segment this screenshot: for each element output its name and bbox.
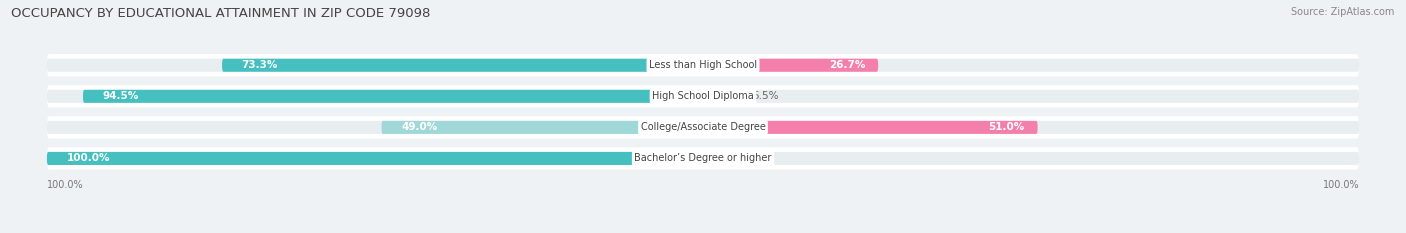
FancyBboxPatch shape xyxy=(46,147,1360,170)
FancyBboxPatch shape xyxy=(46,59,700,72)
FancyBboxPatch shape xyxy=(706,121,1038,134)
FancyBboxPatch shape xyxy=(706,152,1360,165)
FancyBboxPatch shape xyxy=(46,54,1360,76)
FancyBboxPatch shape xyxy=(222,59,700,72)
FancyBboxPatch shape xyxy=(381,121,700,134)
FancyBboxPatch shape xyxy=(46,152,700,165)
FancyBboxPatch shape xyxy=(706,59,879,72)
FancyBboxPatch shape xyxy=(83,90,700,103)
Text: Less than High School: Less than High School xyxy=(650,60,756,70)
Text: College/Associate Degree: College/Associate Degree xyxy=(641,122,765,132)
Text: 5.5%: 5.5% xyxy=(752,91,779,101)
Text: 51.0%: 51.0% xyxy=(988,122,1025,132)
FancyBboxPatch shape xyxy=(46,121,700,134)
Text: 94.5%: 94.5% xyxy=(103,91,139,101)
FancyBboxPatch shape xyxy=(706,121,1360,134)
FancyBboxPatch shape xyxy=(706,59,1360,72)
FancyBboxPatch shape xyxy=(706,90,740,103)
Text: OCCUPANCY BY EDUCATIONAL ATTAINMENT IN ZIP CODE 79098: OCCUPANCY BY EDUCATIONAL ATTAINMENT IN Z… xyxy=(11,7,430,20)
FancyBboxPatch shape xyxy=(46,116,1360,139)
FancyBboxPatch shape xyxy=(46,85,1360,107)
Text: 73.3%: 73.3% xyxy=(242,60,278,70)
Text: 100.0%: 100.0% xyxy=(66,154,110,163)
Text: 49.0%: 49.0% xyxy=(401,122,437,132)
Text: 100.0%: 100.0% xyxy=(46,180,83,190)
Text: 0.0%: 0.0% xyxy=(716,154,742,163)
Text: 100.0%: 100.0% xyxy=(1323,180,1360,190)
Text: 26.7%: 26.7% xyxy=(828,60,865,70)
FancyBboxPatch shape xyxy=(706,90,1360,103)
Text: Bachelor’s Degree or higher: Bachelor’s Degree or higher xyxy=(634,154,772,163)
FancyBboxPatch shape xyxy=(46,152,700,165)
FancyBboxPatch shape xyxy=(46,90,700,103)
Text: High School Diploma: High School Diploma xyxy=(652,91,754,101)
Text: Source: ZipAtlas.com: Source: ZipAtlas.com xyxy=(1291,7,1395,17)
